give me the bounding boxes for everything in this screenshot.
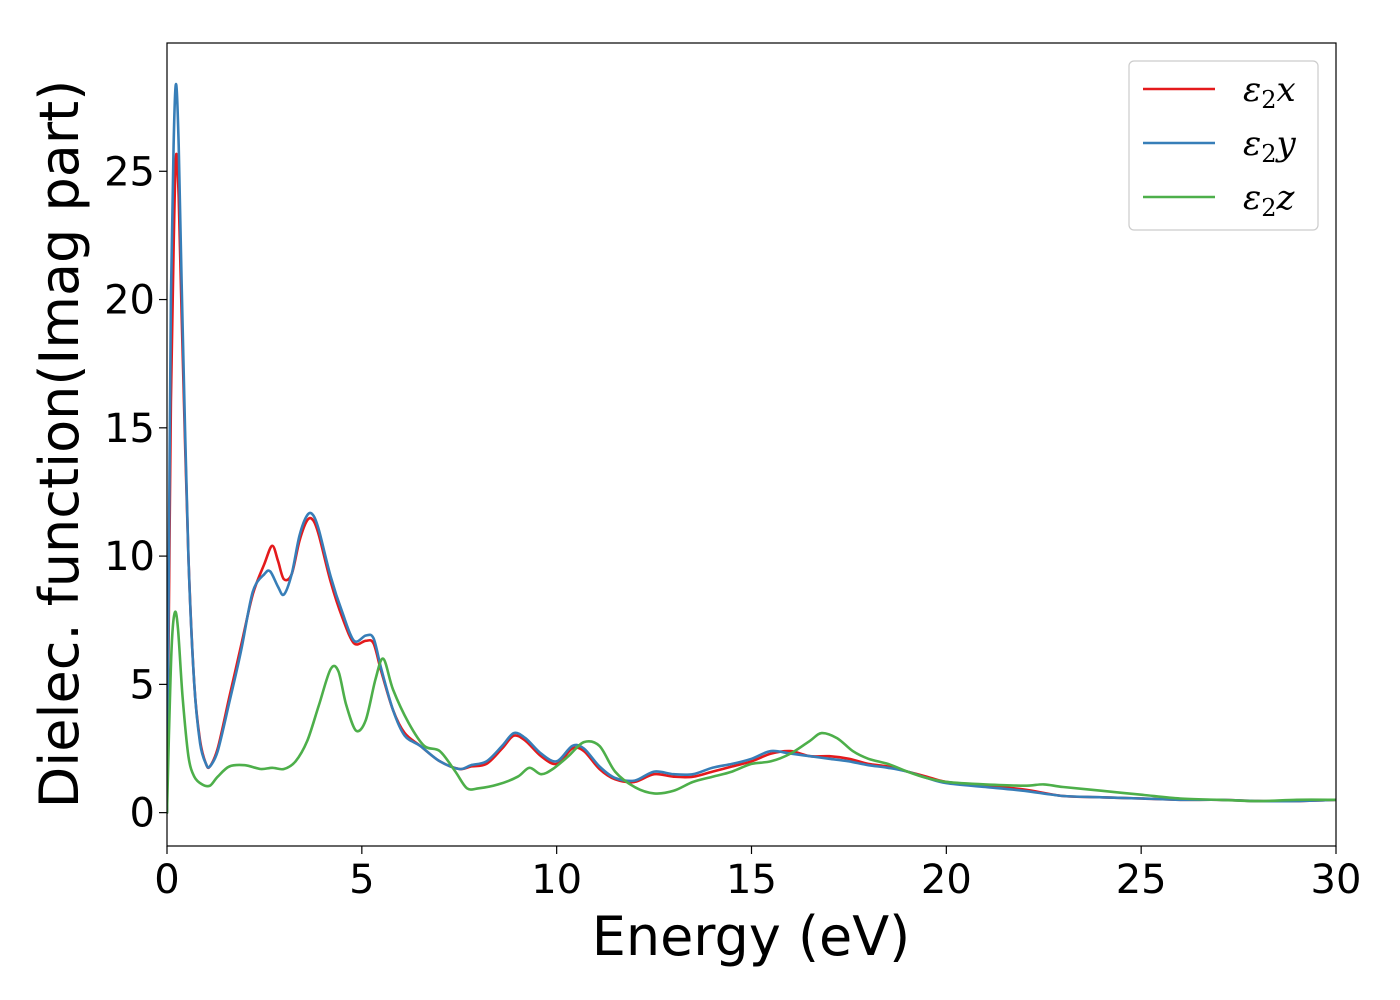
x-tick-label: 5 [349,857,374,903]
x-tick-label: 25 [1116,857,1167,903]
series-line-y [167,82,1336,814]
x-axis: 0 5 10 15 20 25 30 [154,846,1361,903]
y-axis: 0 5 10 15 20 25 [104,149,167,837]
y-tick-label: 5 [130,662,155,708]
y-tick-label: 25 [104,149,155,195]
y-tick-label: 10 [104,534,155,580]
y-tick-label: 20 [104,278,155,324]
series-line-x [167,152,1336,814]
x-tick-label: 20 [921,857,972,903]
series-line-z [167,610,1336,814]
legend: ε2x ε2y ε2z [1128,60,1319,231]
legend-label-y: ε2y [1243,124,1297,168]
y-tick-label: 0 [130,791,155,837]
x-axis-title: Energy (eV) [592,905,911,968]
legend-box [1128,60,1319,231]
legend-label-z: ε2z [1243,178,1296,222]
x-tick-label: 30 [1311,857,1362,903]
legend-label-x: ε2x [1243,70,1296,114]
x-tick-label: 0 [154,857,179,903]
x-tick-label: 10 [531,857,582,903]
y-tick-label: 15 [104,406,155,452]
y-axis-title: Dielec. function(Imag part) [28,80,91,809]
x-tick-label: 15 [726,857,777,903]
series-layer [167,82,1336,814]
